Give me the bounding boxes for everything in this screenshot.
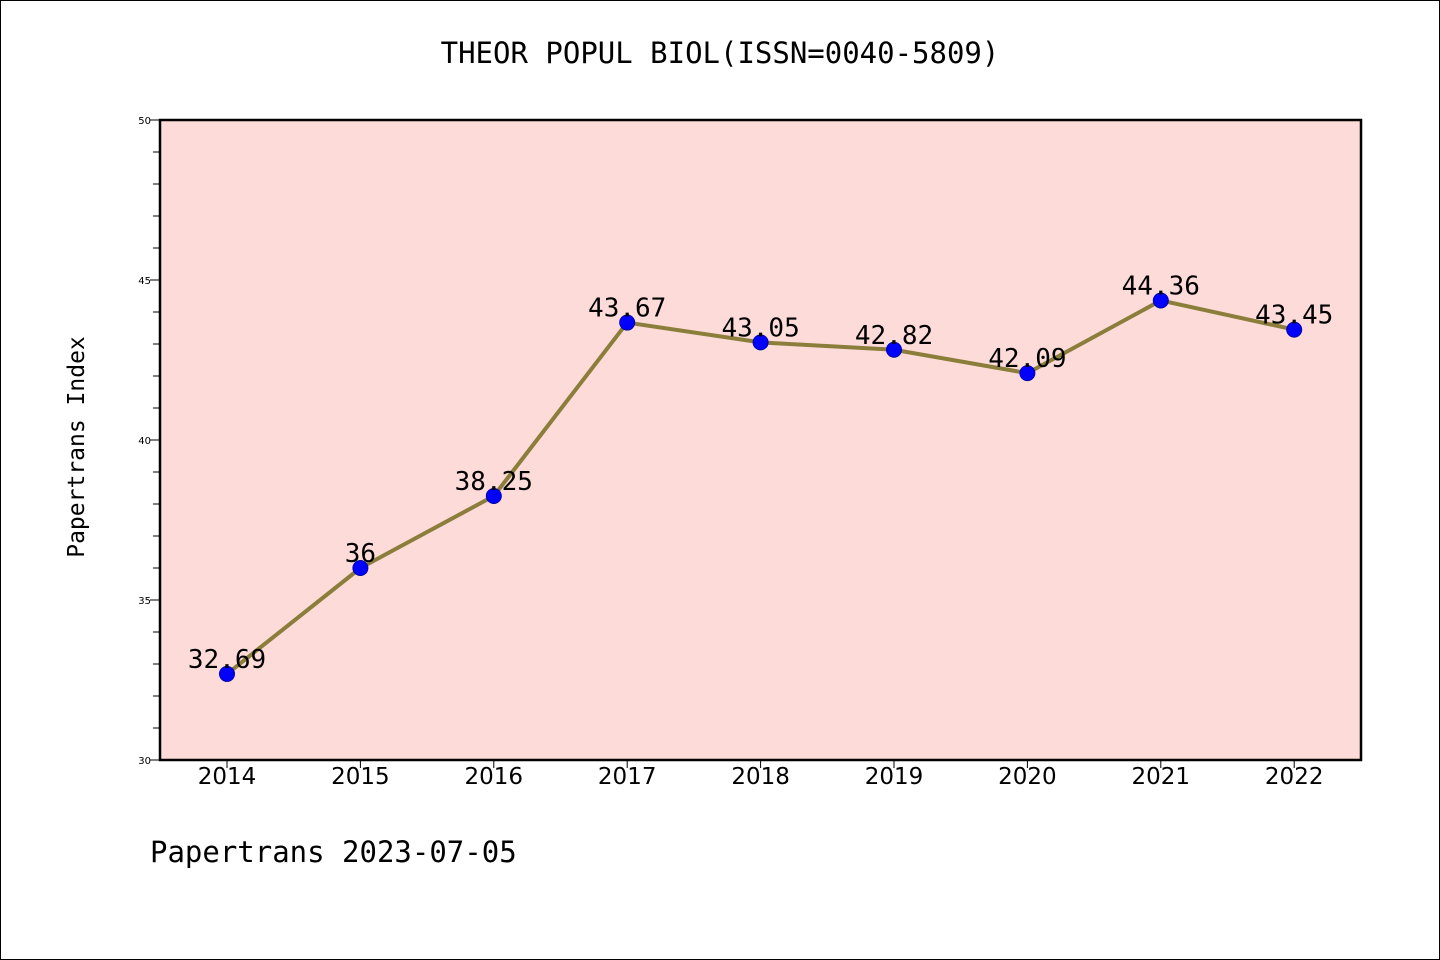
data-label: 43.05 [721, 313, 799, 343]
chart-title: THEOR POPUL BIOL(ISSN=0040-5809) [440, 36, 1000, 70]
x-tick-label: 2016 [465, 764, 524, 790]
x-tick-label: 2019 [865, 764, 924, 790]
data-point [619, 314, 636, 331]
data-point [1286, 321, 1303, 338]
y-tick-label: 50 [138, 116, 151, 127]
x-tick-label: 2018 [731, 764, 790, 790]
footer-source-date: Papertrans 2023-07-05 [150, 835, 517, 869]
x-tick-label: 2017 [598, 764, 657, 790]
x-tick-label: 2020 [998, 764, 1057, 790]
data-label: 42.82 [855, 321, 933, 351]
data-point [1152, 292, 1169, 309]
y-tick-label: 40 [138, 436, 151, 447]
data-point [485, 488, 502, 504]
data-point [219, 665, 235, 682]
y-tick-label: 45 [138, 276, 151, 287]
y-tick-label: 30 [138, 756, 151, 767]
x-tick-label: 2015 [331, 764, 390, 790]
data-label: 36 [345, 539, 376, 569]
data-label: 44.36 [1122, 271, 1200, 301]
x-tick-label: 2021 [1132, 764, 1191, 790]
data-label: 42.09 [988, 344, 1066, 374]
data-point [352, 560, 369, 576]
plot-area [160, 120, 1361, 760]
y-tick-label: 35 [138, 596, 151, 607]
data-point [752, 334, 769, 351]
data-point [886, 341, 902, 358]
data-label: 43.67 [588, 294, 666, 324]
plot-border [158, 118, 1363, 762]
data-label: 43.45 [1255, 301, 1333, 331]
data-point [1019, 365, 1036, 382]
data-label: 38.25 [455, 467, 533, 497]
data-label: 32.69 [188, 645, 266, 675]
x-tick-label: 2022 [1265, 764, 1324, 790]
x-tick-label: 2014 [198, 764, 257, 790]
